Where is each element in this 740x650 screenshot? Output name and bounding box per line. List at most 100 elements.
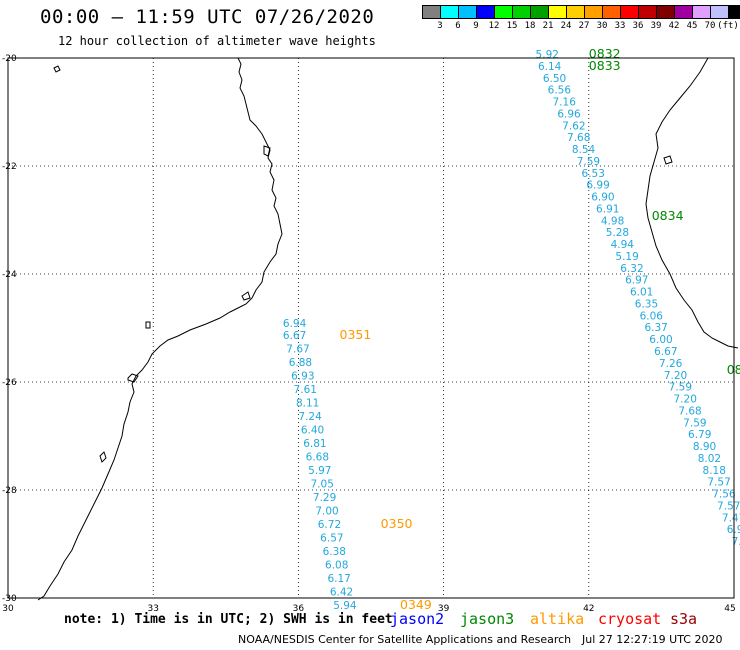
swh-value: 6.14 <box>538 61 562 73</box>
colorbar-swatch <box>692 5 710 19</box>
swh-value: 6.97 <box>727 524 740 536</box>
swh-value: 6.37 <box>644 322 667 334</box>
swh-value: 5.28 <box>606 227 629 239</box>
x-tick-label: 45 <box>724 604 735 614</box>
swh-value: 8.90 <box>693 441 716 453</box>
x-tick-label: 33 <box>147 604 158 614</box>
colorbar-swatch <box>620 5 638 19</box>
swh-value: 8.11 <box>296 397 319 409</box>
africa-coastline <box>37 57 283 601</box>
x-tick-label: 39 <box>438 604 450 614</box>
colorbar-swatch <box>638 5 656 19</box>
swh-value: 6.57 <box>320 532 343 544</box>
colorbar-label: 36 <box>632 21 644 31</box>
colorbar-swatch <box>674 5 692 19</box>
satellite-legend-jason3: jason3 <box>460 610 515 628</box>
x-tick-label: 42 <box>583 604 594 614</box>
swh-value: 7.62 <box>562 120 585 132</box>
swh-value: 7.05 <box>311 478 334 490</box>
madagascar-coastline <box>645 57 739 349</box>
x-tick-label: 36 <box>293 604 305 614</box>
colorbar-label: 9 <box>473 21 479 31</box>
swh-value: 6.50 <box>543 73 566 85</box>
colorbar-swatch <box>530 5 548 19</box>
swh-value: 6.88 <box>289 357 312 369</box>
colorbar-label: 30 <box>596 21 608 31</box>
colorbar-swatch <box>440 5 458 19</box>
swh-value: 6.96 <box>557 108 581 120</box>
swh-value: 6.35 <box>635 298 658 310</box>
x-tick-label: 30 <box>2 604 14 614</box>
map-frame <box>7 57 735 599</box>
swh-value: 7.72 <box>732 536 740 548</box>
colorbar-label: 33 <box>614 21 626 31</box>
swh-value: 6.53 <box>582 168 605 180</box>
swh-value: 4.98 <box>601 215 624 227</box>
swh-value: 7.57 <box>707 477 730 489</box>
swh-value: 8.54 <box>572 144 596 156</box>
swh-value: 6.99 <box>586 180 609 192</box>
colorbar-label: 21 <box>542 21 554 31</box>
island-fragment <box>263 145 271 157</box>
colorbar-swatch <box>494 5 512 19</box>
swh-value: 6.79 <box>688 429 711 441</box>
y-tick-label: -20 <box>2 54 17 64</box>
swh-value: 6.90 <box>591 192 614 204</box>
colorbar-swatch <box>584 5 602 19</box>
swh-value: 7.68 <box>567 132 590 144</box>
colorbar-swatch <box>566 5 584 19</box>
timestamp: Jul 27 12:27:19 UTC 2020 <box>582 633 723 646</box>
colorbar-label: 6 <box>455 21 461 31</box>
island-fragment <box>241 291 251 301</box>
swh-value: 7.29 <box>313 492 336 504</box>
colorbar-swatch <box>602 5 620 19</box>
y-tick-label: -24 <box>2 270 17 280</box>
swh-value: 7.16 <box>553 97 577 109</box>
swh-value: 6.81 <box>303 438 326 450</box>
pass-time-label: 0349 <box>400 597 432 612</box>
island-fragment <box>663 155 673 165</box>
swh-value: 6.17 <box>327 573 350 585</box>
swh-value: 6.56 <box>548 85 572 97</box>
swh-value: 6.91 <box>596 203 619 215</box>
credit-line: NOAA/NESDIS Center for Satellite Applica… <box>238 633 572 646</box>
colorbar-label: 27 <box>578 21 590 31</box>
swh-value: 7.61 <box>294 384 317 396</box>
colorbar-label: 24 <box>560 21 572 31</box>
colorbar-label: 39 <box>650 21 662 31</box>
swh-value: 5.97 <box>308 465 331 477</box>
swh-value: 6.08 <box>325 559 348 571</box>
colorbar-swatch <box>710 5 728 19</box>
satellite-legend-jason2: jason2 <box>390 610 445 628</box>
map-axes: 30 33 36 39 42 45 -20 -22 -24 -26 -28 -30 <box>2 54 736 614</box>
swh-value: 6.67 <box>654 346 677 358</box>
pass-time-label: 0835 <box>727 362 740 377</box>
swh-value: 7.59 <box>577 156 600 168</box>
swh-value: 6.93 <box>291 370 314 382</box>
pass-time-label: 0832 <box>589 46 621 61</box>
swh-value: 7.20 <box>664 370 687 382</box>
swh-value: 7.26 <box>659 358 683 370</box>
swh-value: 7.00 <box>315 505 338 517</box>
swh-value: 6.00 <box>649 334 672 346</box>
island-fragment <box>145 321 151 329</box>
colorbar-labels: 3 6 9 12 15 18 21 24 27 30 33 36 39 42 45 70 (ft) <box>422 21 739 33</box>
page-title: 00:00 – 11:59 UTC 07/26/2020 <box>40 6 375 28</box>
satellite-legend-cryosat: cryosat <box>598 610 662 628</box>
swh-value: 5.94 <box>333 600 357 612</box>
swh-value: 4.94 <box>611 239 635 251</box>
satellite-legend-altika: altika <box>530 610 585 628</box>
swh-value: 5.19 <box>615 251 638 263</box>
colorbar-label: (ft) <box>717 21 739 31</box>
swh-value: 7.59 <box>669 382 692 394</box>
swh-value: 5.92 <box>536 49 559 61</box>
colorbar-label: 12 <box>488 21 500 31</box>
colorbar-swatch <box>422 5 440 19</box>
colorbar-swatch <box>656 5 674 19</box>
swh-value: 6.32 <box>620 263 643 275</box>
swh-value: 7.68 <box>678 405 701 417</box>
swh-value: 7.24 <box>298 411 322 423</box>
swh-value: 7.57 <box>717 500 740 512</box>
pass-time-label: 0351 <box>340 327 372 342</box>
